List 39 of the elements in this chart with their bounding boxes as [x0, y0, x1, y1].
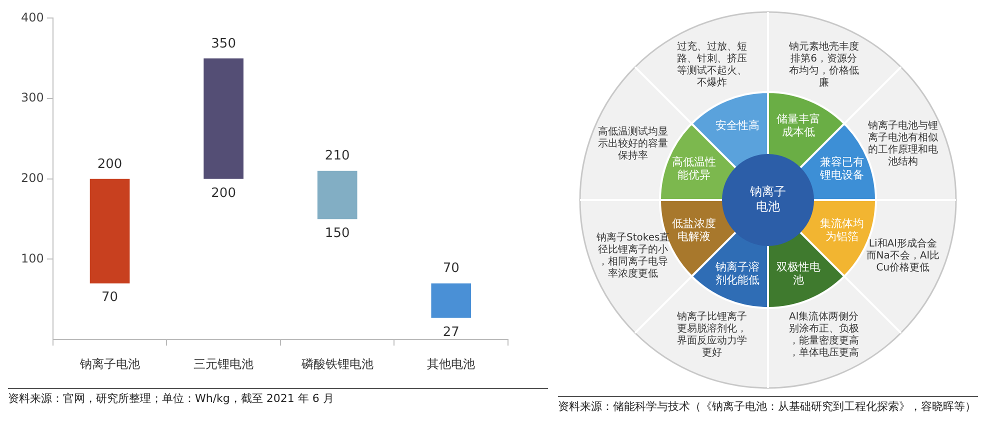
x-tick-label: 三元锂电池: [194, 356, 254, 371]
slice-label: 储量丰富成本低: [776, 112, 821, 138]
annotation: 350: [211, 36, 236, 52]
annotation: 70: [102, 290, 118, 306]
y-tick-label: 100: [21, 251, 44, 266]
annotation: 27: [442, 324, 460, 340]
annotation: 150: [324, 226, 350, 241]
annotation: 200: [211, 186, 236, 201]
slice-label: 钠离子溶剂化能低: [714, 260, 760, 286]
slice-label: 高低温性能优异: [672, 156, 716, 182]
slice-label: 集流体均为铝箔: [820, 216, 864, 243]
text: 高低温测试均显示出较好的容量保持率: [598, 126, 668, 162]
text: Al集流体两侧分别涂布正、负极，能量密度更高，单体电压更高: [788, 310, 859, 358]
x-tick-label: 磷酸铁锂电池: [300, 356, 374, 371]
bar: [204, 58, 244, 179]
text: 钠离子电池与锂离子电池有相似的工作原理和电池结构: [866, 120, 938, 168]
text: 资料来源：官网，研究所整理；单位：Wh/kg，截至 2021 年 6 月: [8, 391, 548, 406]
y-tick-label: 400: [21, 10, 44, 24]
y-tick-label: 200: [21, 171, 44, 186]
slice-label: 兼容已有锂电设备: [818, 156, 864, 182]
text: 资料来源：储能科学与技术（《钠离子电池：从基础研究到工程化探索》，容晓晖等）: [558, 399, 978, 414]
text: 钠离子Stokes直径比锂离子的小，相同离子电导率浓度更低: [596, 231, 670, 280]
text: 钠元素地壳丰度排第6，资源分布均匀，价格低廉: [788, 40, 859, 89]
bar: [90, 178, 130, 284]
annotation: 210: [324, 148, 350, 164]
annotation: 70: [442, 261, 460, 276]
bar: [317, 170, 358, 220]
text: 过充、过放、短路、针刺、挤压等测试不起火、不爆炸: [677, 40, 748, 89]
x-tick-label: 钠离子电池: [78, 356, 140, 371]
annotation: 200: [97, 156, 122, 172]
text: 钠离子比锂离子更易脱溶剂化，界面反应动力学更好: [676, 310, 748, 358]
slice-label: 安全性高: [715, 118, 760, 132]
text: Li和Al形成合金而Na不会，Al比Cu价格更低: [866, 237, 940, 274]
y-tick-label: 300: [21, 90, 44, 105]
slice-label: 低盐浓度电解液: [672, 216, 716, 243]
text: 钠离子电池: [749, 184, 786, 214]
bar: [431, 283, 472, 318]
x-tick-label: 其他电池: [427, 356, 476, 371]
slice-label: 双极性电池: [776, 260, 821, 286]
